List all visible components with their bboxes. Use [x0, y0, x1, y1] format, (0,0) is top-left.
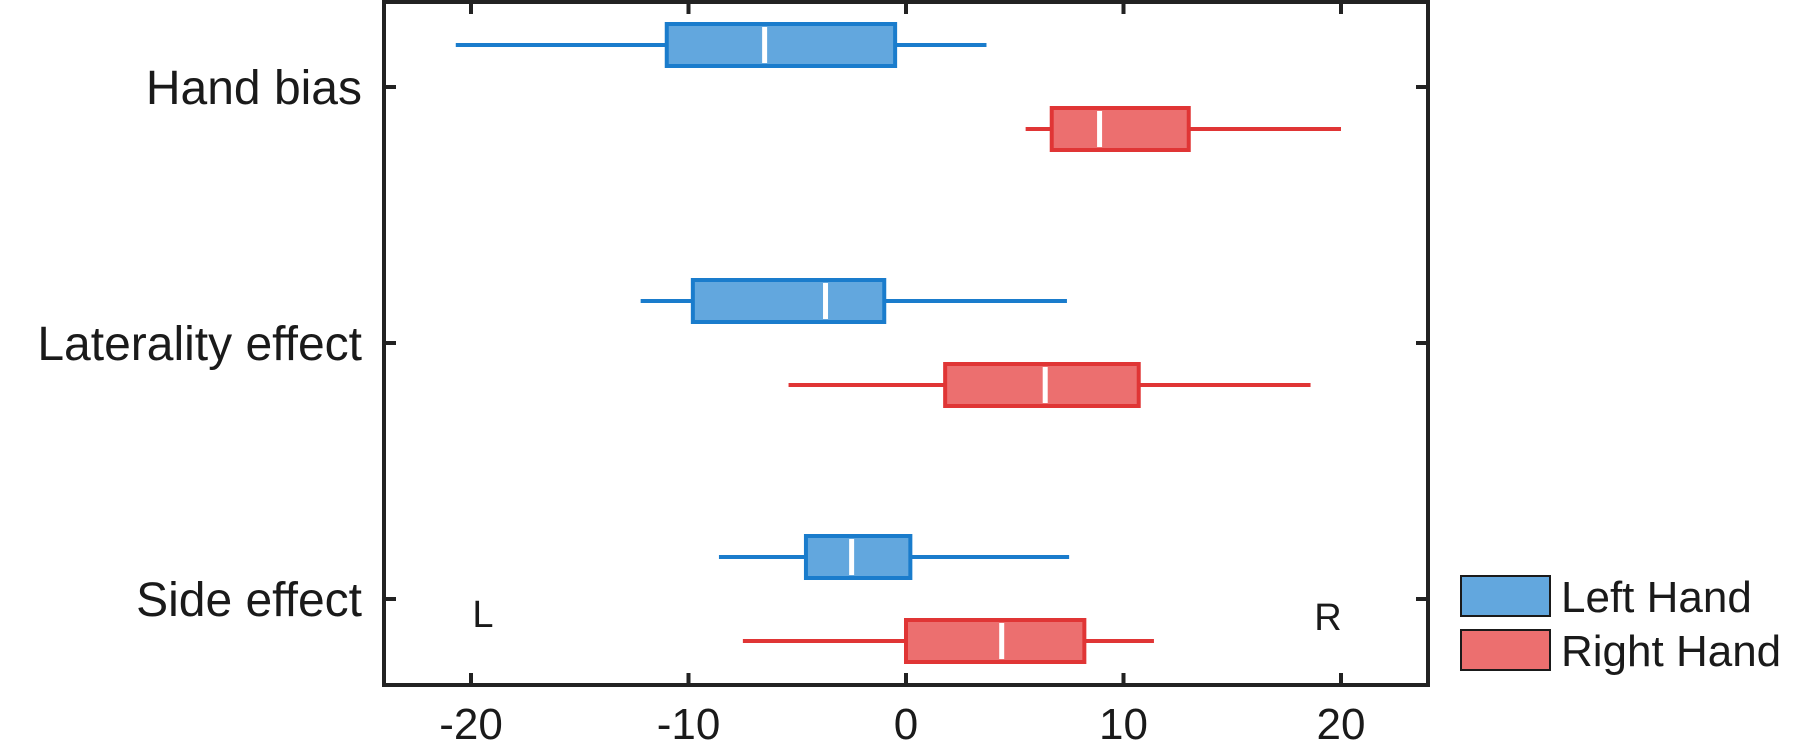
box-side-effect-left-hand [718, 534, 1070, 580]
legend-label-right-hand: Right Hand [1561, 627, 1781, 676]
category-label: Laterality effect [37, 318, 362, 371]
box-side-effect-right-hand [742, 618, 1154, 664]
box-hand-bias-right-hand [1025, 106, 1341, 152]
box-iqr [943, 362, 1141, 408]
x-tick-label: 0 [894, 700, 918, 749]
annotation-left-label: L [472, 594, 493, 636]
legend-swatch-right-hand [1460, 629, 1551, 671]
box-iqr [664, 22, 898, 68]
box-iqr [1049, 106, 1191, 152]
box-laterality-effect-right-hand [788, 362, 1311, 408]
x-tick-label: 10 [1099, 700, 1148, 749]
x-tick-label: -10 [657, 700, 721, 749]
box-iqr [803, 534, 913, 580]
box-iqr [690, 278, 887, 324]
category-labels: Hand bias Laterality effect Side effect [37, 62, 362, 627]
x-tick-labels: -20 -10 0 10 20 [439, 700, 1365, 749]
legend-label-left-hand: Left Hand [1561, 573, 1752, 622]
x-tick-label: 20 [1317, 700, 1366, 749]
x-tick-label: -20 [439, 700, 503, 749]
plot-frame [382, 0, 1430, 687]
box-laterality-effect-left-hand [640, 278, 1067, 324]
legend-swatch-left-hand [1460, 575, 1551, 617]
boxes-layer [455, 22, 1341, 664]
legend: Left Hand Right Hand [1460, 573, 1781, 676]
annotation-right-label: R [1314, 597, 1341, 639]
category-label: Side effect [136, 574, 362, 627]
ticks-layer [384, 2, 1428, 685]
category-label: Hand bias [146, 62, 362, 115]
box-hand-bias-left-hand [455, 22, 987, 68]
box-iqr [904, 618, 1087, 664]
